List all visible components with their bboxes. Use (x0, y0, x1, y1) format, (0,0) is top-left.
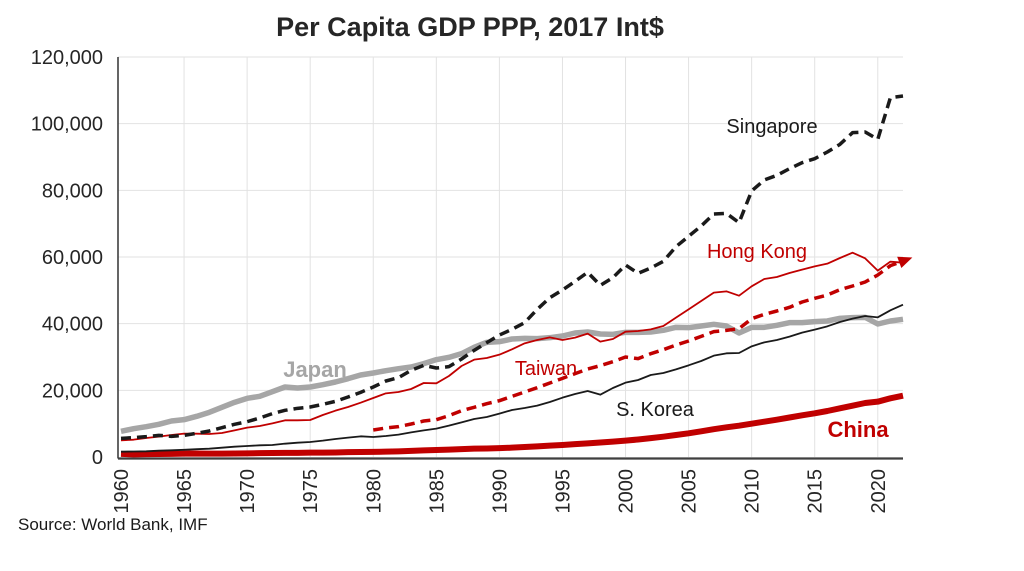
axes (117, 57, 903, 460)
y-tick-label: 120,000 (31, 47, 103, 69)
series-label-s-korea: S. Korea (616, 399, 695, 421)
series-label-china: China (827, 417, 889, 442)
series-label-japan: Japan (283, 357, 347, 382)
series-s-korea-line (120, 303, 904, 453)
series-china-line (120, 392, 904, 458)
series-hong-kong (120, 251, 904, 442)
x-tick-label: 2010 (742, 469, 764, 514)
y-tick-label: 100,000 (31, 114, 103, 136)
x-tick-label: 2000 (616, 469, 638, 514)
x-tick-label: 1985 (426, 469, 448, 514)
series-label-hong-kong: Hong Kong (707, 241, 807, 263)
series-taiwan (372, 256, 913, 432)
y-tick-label: 40,000 (42, 314, 103, 336)
x-tick-label: 1990 (489, 469, 511, 514)
source-note: Source: World Bank, IMF (18, 515, 208, 534)
x-axis-tick-labels: 1960 1965 1970 1975 1980 1985 1990 1995 2000 2005… (111, 469, 890, 514)
series-hong-kong-line (120, 251, 904, 442)
series-singapore-line (120, 94, 904, 441)
y-axis-tick-labels: 0 20,000 40,000 60,000 80,000 100,000 120,000 (31, 47, 103, 469)
gridlines (118, 56, 903, 457)
series-labels: Japan China Hong Kong Taiwan S. Korea Singapo… (283, 116, 889, 442)
y-tick-label: 20,000 (42, 380, 103, 402)
x-tick-label: 1960 (111, 469, 133, 514)
x-tick-label: 2005 (679, 469, 701, 514)
x-tick-label: 1980 (363, 469, 385, 514)
series-taiwan-line (372, 259, 904, 432)
series-taiwan-arrowhead-icon (897, 256, 913, 269)
y-tick-label: 0 (92, 447, 103, 469)
x-tick-label: 2020 (868, 469, 890, 514)
x-tick-label: 1970 (237, 469, 259, 514)
series-japan-line (120, 314, 904, 435)
series-china (120, 392, 904, 458)
series-label-singapore: Singapore (726, 116, 817, 138)
series-s-korea (120, 303, 904, 453)
x-tick-label: 1995 (552, 469, 574, 514)
series-japan (120, 314, 904, 435)
y-tick-label: 60,000 (42, 247, 103, 269)
x-tick-label: 2015 (805, 469, 827, 514)
x-tick-label: 1965 (174, 469, 196, 514)
series-singapore (120, 94, 904, 441)
series-label-taiwan: Taiwan (515, 358, 577, 380)
chart-title: Per Capita GDP PPP, 2017 Int$ (276, 12, 664, 42)
y-tick-label: 80,000 (42, 180, 103, 202)
x-tick-label: 1975 (300, 469, 322, 514)
